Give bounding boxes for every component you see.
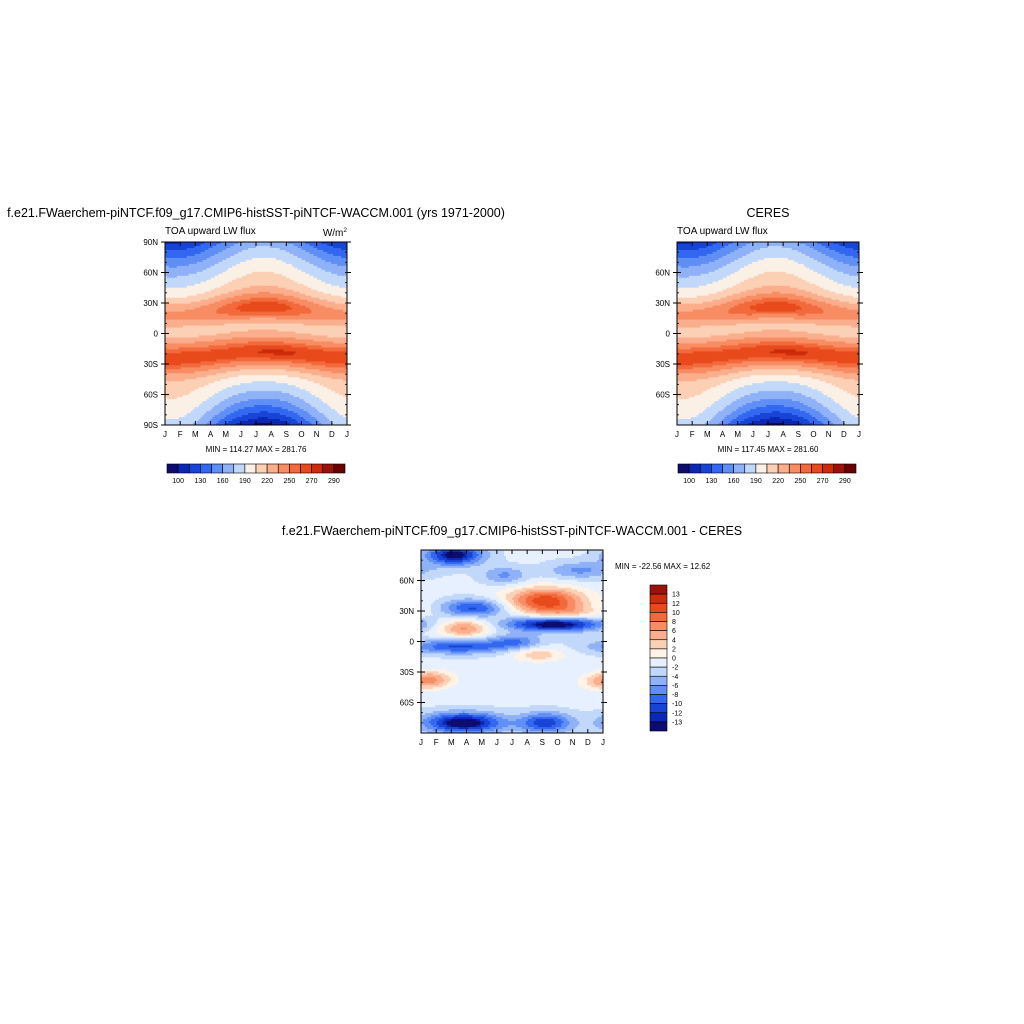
model-stats-label: MIN = 114.27 MAX = 281.76 (206, 445, 307, 454)
obs-stats-label: MIN = 117.45 MAX = 281.60 (718, 445, 819, 454)
model-variable-label: TOA upward LW flux (165, 226, 256, 237)
diff-stats-label: MIN = -22.56 MAX = 12.62 (615, 562, 711, 571)
model-panel-title: f.e21.FWaerchem-piNTCF.f09_g17.CMIP6-his… (7, 206, 505, 220)
model-field (165, 242, 347, 425)
obs-panel-title: CERES (746, 206, 789, 220)
diff-panel-title: f.e21.FWaerchem-piNTCF.f09_g17.CMIP6-his… (282, 524, 742, 538)
obs-variable-label: TOA upward LW flux (677, 226, 768, 237)
model-units-label: W/m2 (323, 227, 348, 239)
